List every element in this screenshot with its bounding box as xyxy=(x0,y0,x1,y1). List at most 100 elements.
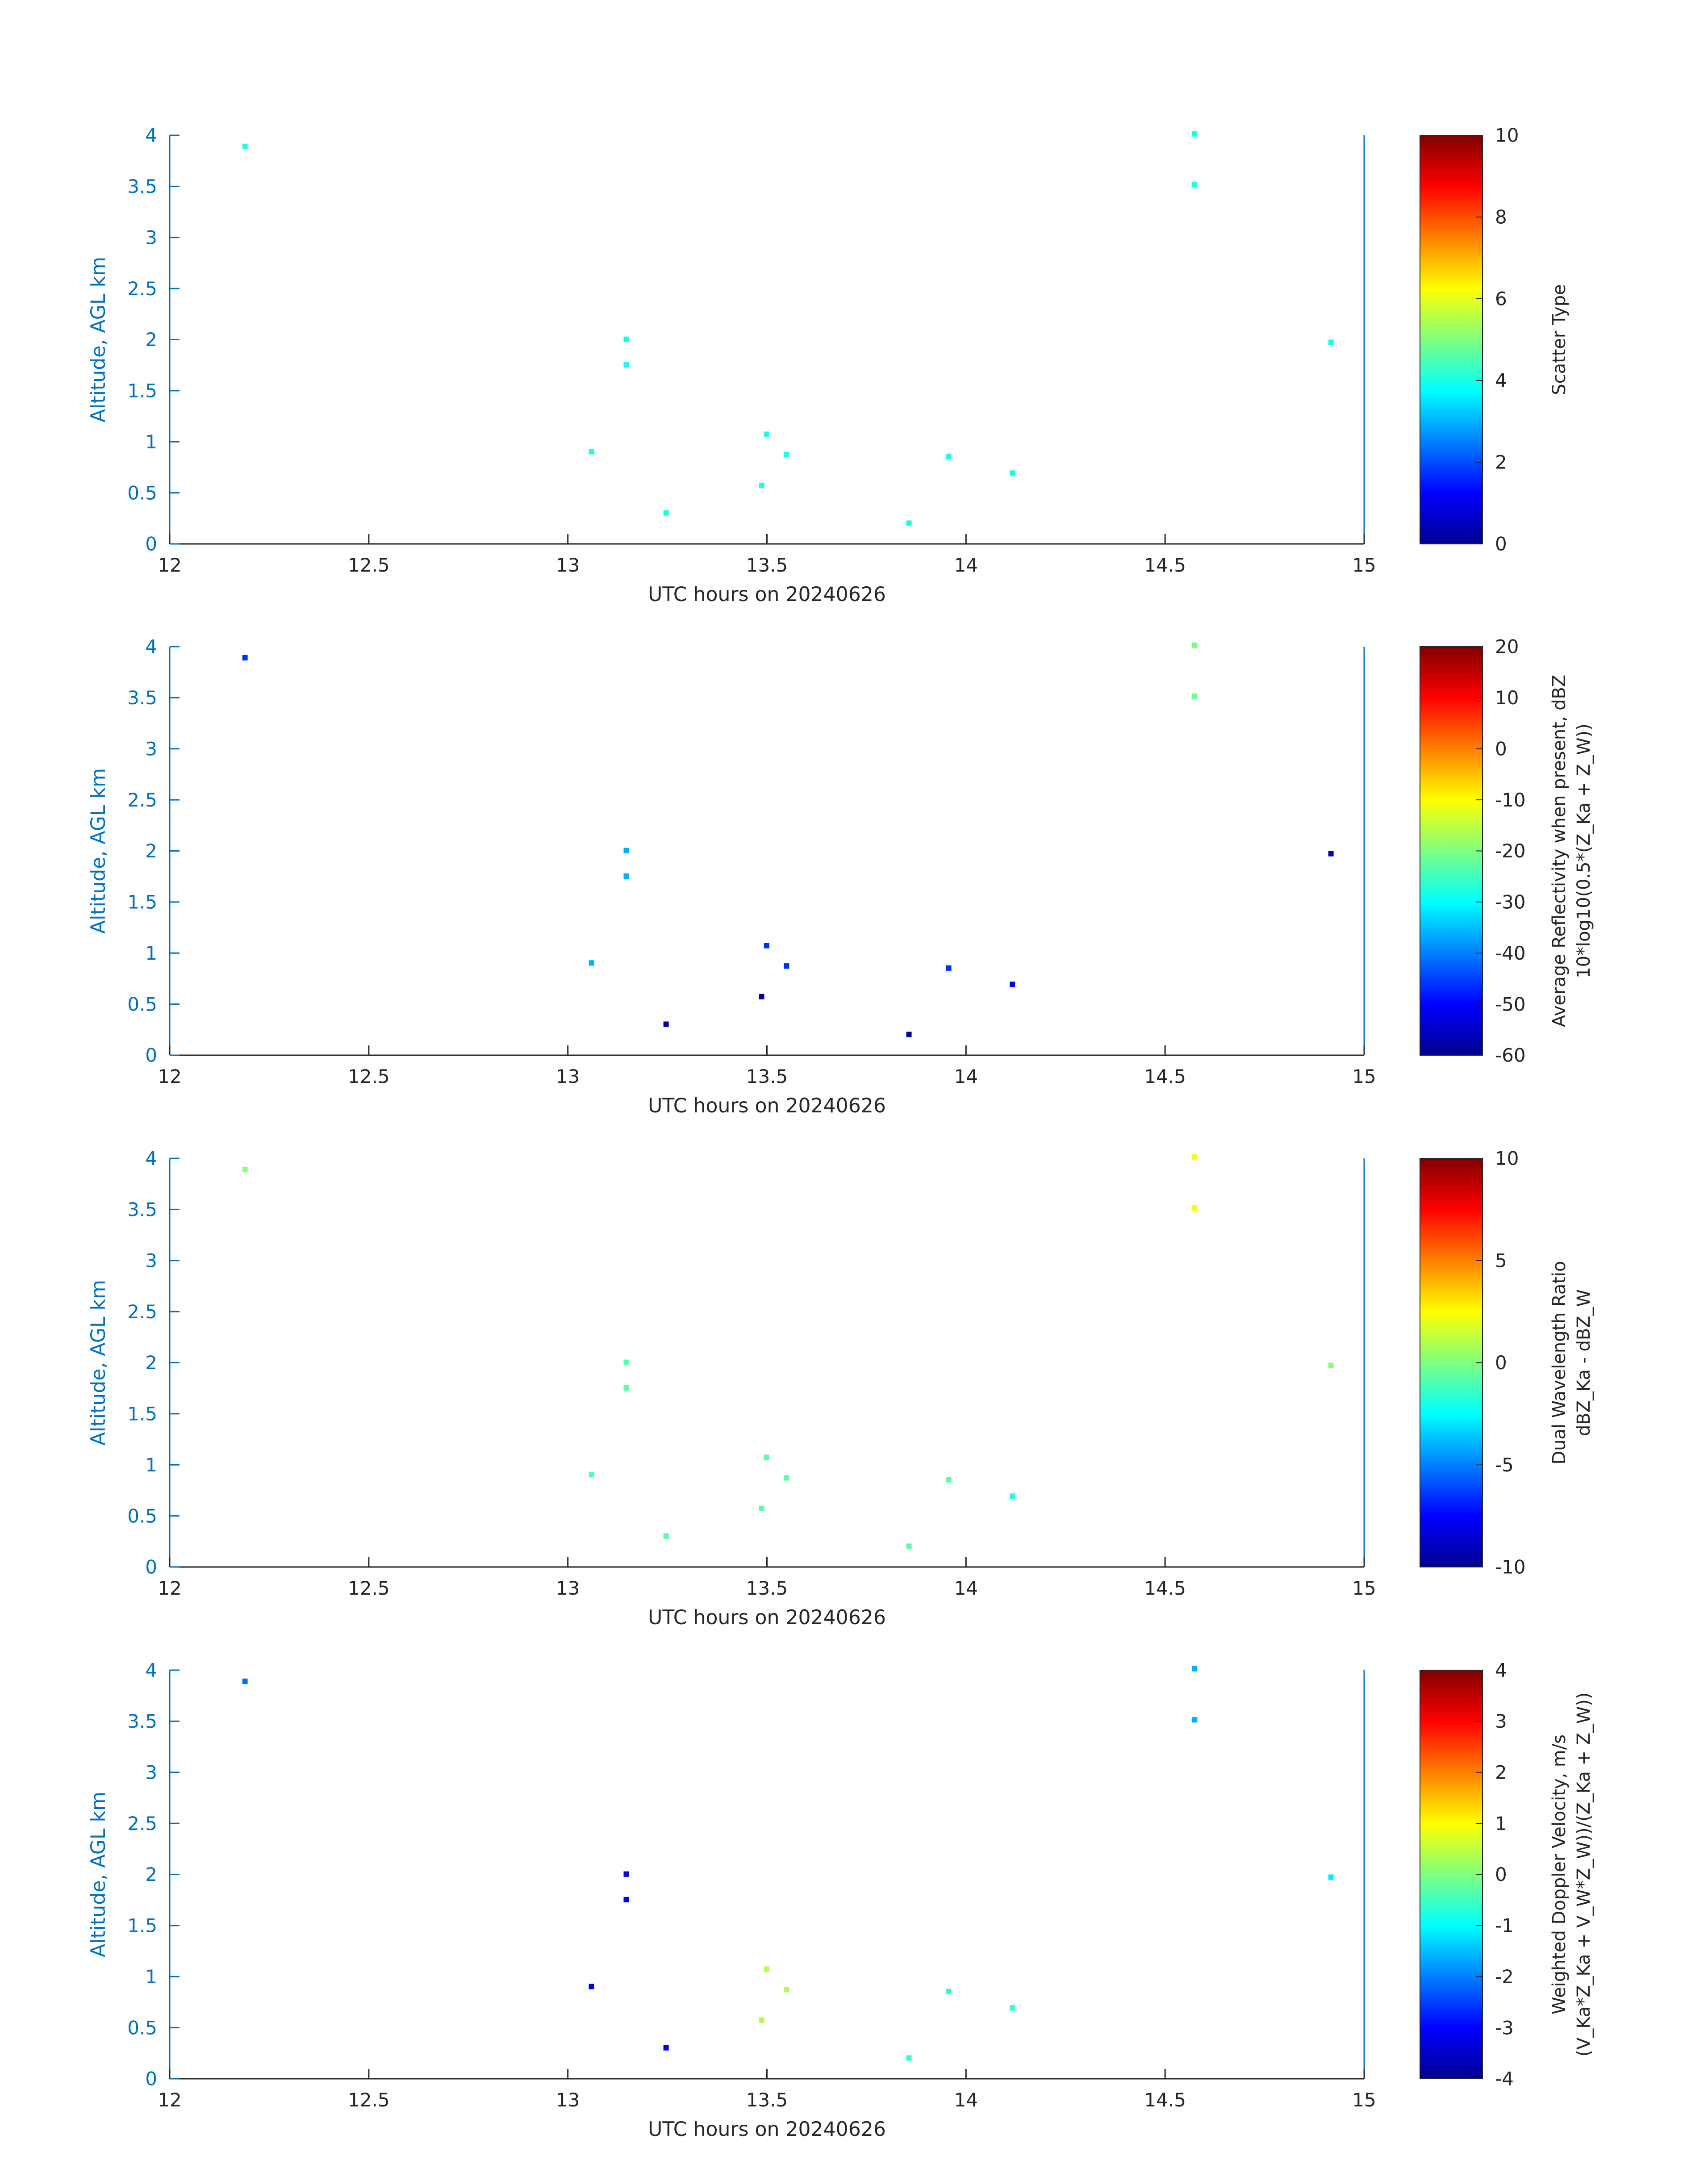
colorbar-tick-label: -4 xyxy=(1495,2068,1514,2090)
heatmap-cell xyxy=(906,1543,912,1549)
x-tick-label: 14 xyxy=(954,2089,978,2111)
x-tick-label: 13 xyxy=(556,2089,580,2111)
colorbar-tick-label: 2 xyxy=(1495,1761,1507,1783)
y-axis-label: Altitude, AGL km xyxy=(87,768,110,934)
colorbar-tick-label: -60 xyxy=(1495,1045,1526,1066)
x-tick-label: 12 xyxy=(158,2089,181,2111)
heatmap-cell xyxy=(242,143,248,149)
colorbar-label: Dual Wavelength Ratio xyxy=(1549,1261,1570,1465)
colorbar-tick-label: 4 xyxy=(1495,1659,1507,1681)
colorbar-tick-label: 0 xyxy=(1495,1352,1507,1374)
heatmap-cell xyxy=(623,848,629,853)
x-axis-label: UTC hours on 20240626 xyxy=(648,1606,886,1629)
heatmap-cell xyxy=(1328,851,1334,857)
x-tick-label: 15 xyxy=(1352,1066,1376,1087)
y-tick-label: 0.5 xyxy=(127,1505,157,1527)
x-tick-label: 15 xyxy=(1352,1577,1376,1599)
y-tick-label: 2 xyxy=(145,840,157,862)
heatmap-cell xyxy=(759,1505,764,1511)
y-axis-label: Altitude, AGL km xyxy=(87,1280,110,1446)
y-axis-label: Altitude, AGL km xyxy=(87,257,110,422)
y-tick-label: 1 xyxy=(145,1966,157,1988)
heatmap-cell xyxy=(623,336,629,342)
x-tick-label: 12.5 xyxy=(348,2089,390,2111)
y-tick-label: 2.5 xyxy=(127,1301,157,1323)
colorbar-label: 10*log10(0.5*(Z_Ka + Z_W)) xyxy=(1574,723,1594,978)
heatmap-cell xyxy=(764,431,769,437)
colorbar-tick-label: -50 xyxy=(1495,993,1526,1015)
heatmap-cell xyxy=(1192,1154,1198,1160)
x-tick-label: 13 xyxy=(556,1066,580,1087)
heatmap-cells xyxy=(242,642,1334,1037)
colorbar-tick-label: -20 xyxy=(1495,840,1526,862)
colorbar-tick-label: -10 xyxy=(1495,789,1526,811)
heatmap-cell xyxy=(623,873,629,879)
panel-1: 0 0.5 1 1.5 2 2.5 3 3.5 4 12 12.5 13 13.5 14 14.5 15 UTC… xyxy=(87,125,1570,606)
heatmap-cell xyxy=(784,1987,789,1993)
y-tick-label: 3.5 xyxy=(127,175,157,197)
x-tick-label: 13.5 xyxy=(746,2089,788,2111)
y-tick-label: 2.5 xyxy=(127,278,157,300)
x-tick-label: 12.5 xyxy=(348,1577,390,1599)
heatmap-cells xyxy=(242,131,1334,526)
colorbar-label: dBZ_Ka - dBZ_W xyxy=(1574,1289,1594,1436)
x-axis-label: UTC hours on 20240626 xyxy=(648,583,886,606)
heatmap-cell xyxy=(1192,694,1198,699)
colorbar-tick-label: -1 xyxy=(1495,1915,1514,1937)
heatmap-cell xyxy=(242,655,248,660)
x-tick-label: 12.5 xyxy=(348,554,390,576)
y-tick-label: 1.5 xyxy=(127,1915,157,1937)
y-tick-label: 0 xyxy=(145,533,157,555)
x-tick-label: 14.5 xyxy=(1144,554,1186,576)
heatmap-cell xyxy=(663,1021,669,1027)
heatmap-cell xyxy=(764,1966,769,1972)
x-tick-label: 14.5 xyxy=(1144,1066,1186,1087)
heatmap-cell xyxy=(663,1533,669,1539)
heatmap-cell xyxy=(1010,2005,1015,2011)
colorbar xyxy=(1420,1670,1483,2079)
y-tick-label: 3.5 xyxy=(127,1710,157,1732)
colorbar-tick-label: 8 xyxy=(1495,206,1507,228)
heatmap-cell xyxy=(623,1359,629,1365)
x-tick-label: 14 xyxy=(954,554,978,576)
y-tick-label: 4 xyxy=(145,636,157,658)
heatmap-cell xyxy=(623,1897,629,1902)
heatmap-cell xyxy=(589,1472,594,1478)
y-tick-label: 0 xyxy=(145,1045,157,1066)
heatmap-cell xyxy=(1010,982,1015,987)
heatmap-cell xyxy=(589,1984,594,1989)
x-tick-label: 12 xyxy=(158,554,181,576)
colorbar-tick-label: -10 xyxy=(1495,1556,1526,1578)
heatmap-cell xyxy=(623,362,629,368)
colorbar xyxy=(1420,646,1483,1056)
heatmap-cell xyxy=(1192,1717,1198,1723)
heatmap-cell xyxy=(759,994,764,999)
x-tick-label: 14 xyxy=(954,1577,978,1599)
heatmap-cells xyxy=(242,1154,1334,1549)
heatmap-cell xyxy=(242,1678,248,1684)
heatmap-cell xyxy=(1192,642,1198,648)
y-tick-label: 2 xyxy=(145,1864,157,1885)
y-tick-label: 0 xyxy=(145,2068,157,2090)
heatmap-cell xyxy=(1192,182,1198,188)
colorbar-tick-label: -2 xyxy=(1495,1966,1514,1988)
heatmap-cell xyxy=(784,452,789,458)
y-tick-label: 1 xyxy=(145,1454,157,1476)
x-tick-label: 13.5 xyxy=(746,554,788,576)
heatmap-cell xyxy=(663,2045,669,2051)
heatmap-cell xyxy=(1328,1362,1334,1368)
heatmap-cell xyxy=(242,1166,248,1172)
colorbar-tick-label: 6 xyxy=(1495,288,1507,310)
y-tick-label: 1.5 xyxy=(127,891,157,913)
y-tick-label: 4 xyxy=(145,1148,157,1170)
heatmap-cell xyxy=(946,454,952,460)
colorbar-tick-label: 10 xyxy=(1495,125,1519,146)
y-tick-label: 0.5 xyxy=(127,993,157,1015)
colorbar-tick-label: 2 xyxy=(1495,451,1507,473)
panel-3: 0 0.5 1 1.5 2 2.5 3 3.5 4 12 12.5 13 13.5 14 14.5 15 UTC… xyxy=(87,1148,1594,1629)
colorbar-label: (V_Ka*Z_Ka + V_W*Z_W))/(Z_Ka + Z_W)) xyxy=(1574,1692,1594,2057)
y-tick-label: 1.5 xyxy=(127,380,157,402)
